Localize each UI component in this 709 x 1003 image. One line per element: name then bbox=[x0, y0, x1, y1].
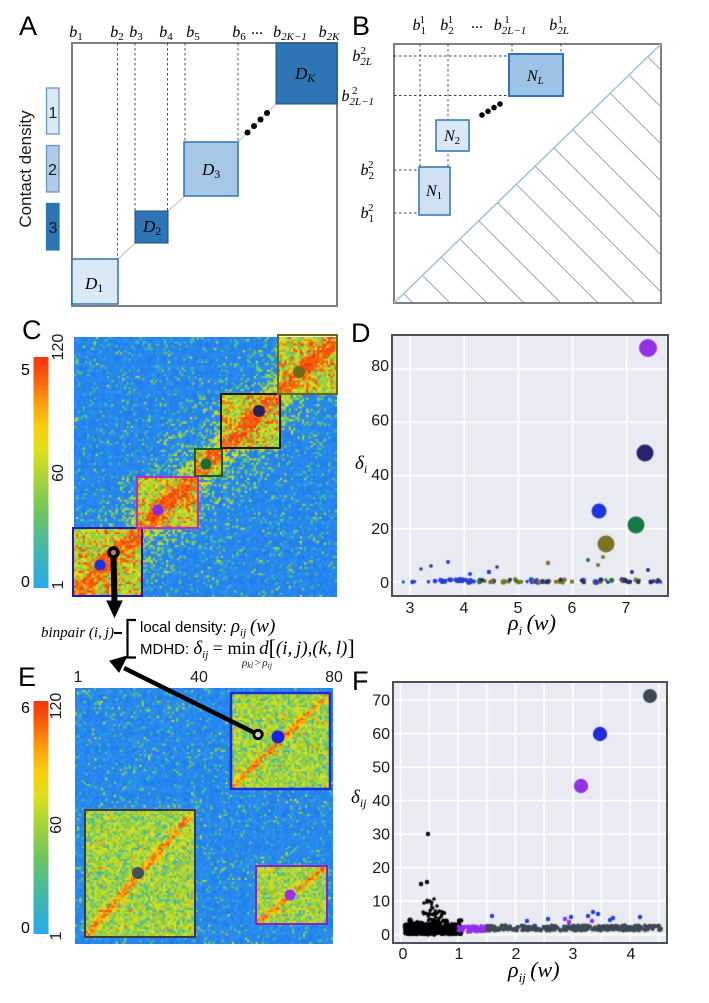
svg-text:0: 0 bbox=[399, 946, 408, 963]
svg-text:3: 3 bbox=[49, 220, 58, 237]
svg-text:3: 3 bbox=[569, 946, 578, 963]
svg-text:D: D bbox=[351, 318, 371, 348]
svg-text:3: 3 bbox=[406, 600, 415, 617]
svg-text:0: 0 bbox=[21, 920, 30, 937]
svg-text:A: A bbox=[19, 11, 37, 41]
svg-text:b11: b11 bbox=[412, 14, 425, 37]
svg-text:60: 60 bbox=[372, 726, 390, 743]
svg-text:b3: b3 bbox=[129, 24, 143, 43]
svg-text:b4: b4 bbox=[159, 24, 173, 43]
svg-text:40: 40 bbox=[371, 467, 389, 484]
svg-text:...: ... bbox=[251, 21, 263, 38]
svg-text:50: 50 bbox=[372, 760, 390, 777]
svg-text:b1: b1 bbox=[69, 24, 83, 43]
svg-text:local density: ρij (w): local density: ρij (w) bbox=[140, 616, 275, 639]
svg-text:60: 60 bbox=[50, 464, 67, 482]
svg-text:b2: b2 bbox=[110, 24, 124, 43]
svg-text:20: 20 bbox=[371, 521, 389, 538]
svg-text:b2L−11: b2L−11 bbox=[494, 14, 527, 37]
svg-text:F: F bbox=[352, 666, 369, 696]
svg-text:70: 70 bbox=[372, 693, 390, 710]
svg-text:δij: δij bbox=[351, 787, 367, 810]
svg-text:30: 30 bbox=[372, 827, 390, 844]
svg-text:0: 0 bbox=[381, 927, 390, 944]
svg-text:6: 6 bbox=[568, 600, 577, 617]
svg-text:5: 5 bbox=[514, 600, 523, 617]
svg-text:MDHD: δij = min d[(i, j),(k,: MDHD: δij = min d[(i, j),(k, l)] bbox=[140, 635, 355, 661]
svg-text:ρkl > ρij: ρkl > ρij bbox=[241, 657, 273, 670]
svg-text:60: 60 bbox=[371, 413, 389, 430]
svg-text:...: ... bbox=[471, 15, 483, 32]
svg-text:b12: b12 bbox=[361, 202, 375, 225]
svg-text:60: 60 bbox=[48, 816, 65, 834]
svg-text:4: 4 bbox=[627, 946, 636, 963]
svg-text:1: 1 bbox=[48, 931, 65, 940]
svg-text:7: 7 bbox=[622, 600, 631, 617]
svg-text:6: 6 bbox=[21, 700, 30, 717]
svg-text:b5: b5 bbox=[186, 24, 200, 43]
svg-text:80: 80 bbox=[325, 669, 343, 686]
svg-text:40: 40 bbox=[372, 793, 390, 810]
svg-text:b22: b22 bbox=[361, 159, 375, 182]
svg-text:1: 1 bbox=[49, 105, 58, 122]
svg-text:b2L−12: b2L−12 bbox=[341, 85, 374, 108]
svg-text:10: 10 bbox=[372, 894, 390, 911]
svg-text:b2L2: b2L2 bbox=[352, 45, 372, 68]
svg-text:binpair (i, j): binpair (i, j) bbox=[41, 625, 114, 641]
svg-text:2: 2 bbox=[512, 946, 521, 963]
svg-text:1: 1 bbox=[50, 580, 67, 589]
svg-text:20: 20 bbox=[372, 860, 390, 877]
svg-text:80: 80 bbox=[371, 358, 389, 375]
svg-text:0: 0 bbox=[21, 574, 30, 591]
svg-text:ρij (w): ρij (w) bbox=[507, 957, 560, 985]
svg-text:40: 40 bbox=[190, 669, 208, 686]
svg-text:1: 1 bbox=[455, 946, 464, 963]
svg-text:5: 5 bbox=[21, 362, 30, 379]
svg-text:b2K: b2K bbox=[319, 24, 341, 43]
svg-text:b6: b6 bbox=[232, 24, 246, 43]
svg-text:B: B bbox=[352, 11, 370, 41]
svg-text:b2L1: b2L1 bbox=[549, 14, 569, 37]
svg-text:120: 120 bbox=[48, 693, 65, 720]
svg-text:2: 2 bbox=[48, 162, 57, 179]
svg-text:δi: δi bbox=[355, 453, 367, 476]
svg-text:E: E bbox=[18, 662, 36, 692]
svg-text:4: 4 bbox=[460, 600, 469, 617]
svg-text:b21: b21 bbox=[440, 14, 454, 37]
svg-text:b2K−1: b2K−1 bbox=[273, 24, 307, 43]
svg-text:C: C bbox=[22, 315, 42, 345]
svg-text:0: 0 bbox=[380, 575, 389, 592]
svg-text:120: 120 bbox=[50, 334, 67, 361]
svg-text:ρi (w): ρi (w) bbox=[507, 610, 556, 638]
svg-text:1: 1 bbox=[74, 669, 83, 686]
svg-text:Contact density: Contact density bbox=[16, 110, 35, 228]
